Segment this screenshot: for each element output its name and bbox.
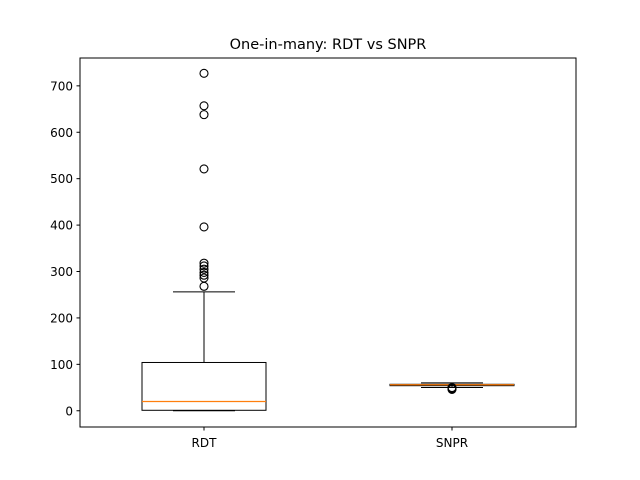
y-tick-label: 300 (50, 265, 73, 279)
flier-point (199, 273, 209, 283)
y-tick-label: 700 (50, 79, 73, 93)
x-axis: RDT SNPR (192, 427, 468, 450)
flier-point (199, 110, 209, 120)
x-tick-label: RDT (192, 436, 218, 450)
flier-point (199, 270, 209, 280)
flier-point (199, 68, 209, 78)
flier-point (199, 164, 209, 174)
y-axis: 0 100 200 300 400 500 600 700 (50, 79, 80, 418)
flier-point (199, 258, 209, 268)
flier-point (199, 267, 209, 277)
flier-point (447, 382, 457, 393)
plot-frame (79, 57, 577, 428)
y-tick-label: 600 (50, 126, 73, 140)
chart-title: One-in-many: RDT vs SNPR (230, 37, 427, 53)
box-body (141, 361, 267, 411)
y-tick-label: 0 (65, 404, 73, 418)
x-tick-label: SNPR (436, 436, 468, 450)
flier-point (199, 101, 209, 111)
box-group-rdt (141, 68, 267, 412)
flier-point (199, 264, 209, 274)
flier-point (199, 222, 209, 232)
y-tick-label: 500 (50, 172, 73, 186)
y-tick-label: 400 (50, 219, 73, 233)
y-tick-label: 100 (50, 358, 73, 372)
y-tick-label: 200 (50, 311, 73, 325)
box-group-snpr (389, 382, 515, 394)
flier-point (199, 281, 209, 291)
flier-point (199, 261, 209, 271)
plot-marks (141, 68, 515, 412)
